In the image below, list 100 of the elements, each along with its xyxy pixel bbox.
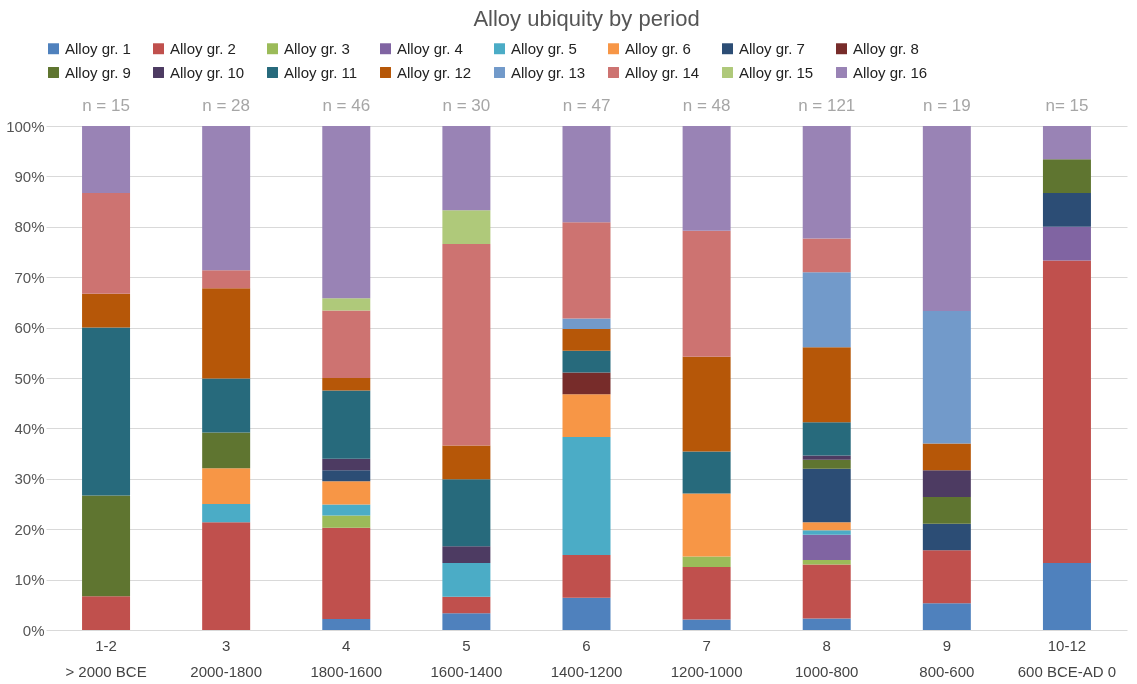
x-tick-label: 8 1000-800 [795,636,859,680]
bar [562,554,611,598]
bar [802,618,851,630]
bar [682,567,731,620]
bar [442,210,491,244]
bar [202,468,251,504]
bar [322,504,371,516]
legend-label: Alloy gr. 16 [853,63,928,81]
y-tick-label: 10% [14,571,45,589]
bar [922,310,971,444]
bar [802,522,851,531]
bar [442,445,491,480]
bar [442,596,491,614]
bar [562,350,611,373]
y-tick-label: 0% [22,621,45,639]
bar [82,126,131,194]
bar [1042,562,1091,630]
bar [322,310,371,378]
bar [802,238,851,273]
bar [322,470,371,482]
bar [322,390,371,459]
bar [202,504,251,523]
bar [922,550,971,604]
bar [682,451,731,494]
bar [922,443,971,471]
bar [562,597,611,630]
bar [442,613,491,630]
legend-label: Alloy gr. 11 [284,63,358,81]
bar [442,479,491,547]
x-tick-label: 1-2 > 2000 BCE [65,636,147,680]
x-tick-label: 4 1800-1600 [310,636,383,680]
annotation: n = 30 [442,96,491,115]
bar [442,126,491,211]
legend-label: Alloy gr. 1 [65,39,131,57]
bar [82,327,131,496]
y-tick-label: 80% [14,218,45,236]
bar [802,347,851,423]
y-tick-label: 100% [6,117,45,135]
bar [322,515,371,528]
bar [82,293,131,328]
legend-label: Alloy gr. 4 [397,39,463,57]
bar [1042,193,1091,227]
annotation: n = 121 [798,96,856,115]
bar [322,527,371,619]
y-tick-label: 50% [14,369,45,387]
bar [562,436,611,555]
bar [922,496,971,524]
annotation: n= 15 [1045,96,1089,115]
chart-title: Alloy ubiquity by period [473,6,700,31]
bar [682,230,731,357]
bar [442,243,491,446]
bar [802,468,851,523]
legend-label: Alloy gr. 14 [625,63,700,81]
annotation: n = 15 [82,96,130,115]
bar [922,523,971,551]
bar [562,222,611,319]
bar [202,378,251,433]
bar [802,564,851,619]
y-tick-label: 20% [14,520,45,538]
legend-label: Alloy gr. 5 [511,39,577,57]
legend-label: Alloy gr. 2 [170,39,236,57]
y-tick-label: 70% [14,268,45,286]
bar [82,596,131,630]
y-tick-label: 60% [14,319,45,337]
annotation: n = 28 [202,96,251,115]
legend-label: Alloy gr. 10 [170,63,245,81]
legend-label: Alloy gr. 6 [625,39,691,57]
x-tick-label: 9 800-600 [919,636,975,680]
bar [802,422,851,456]
bar [442,562,491,597]
bar [562,126,611,223]
bar [442,546,491,563]
bar [802,126,851,239]
legend-label: Alloy gr. 3 [284,39,350,57]
bar [1042,159,1091,194]
bar [562,329,611,351]
y-tick-label: 40% [14,419,45,437]
bar [1042,126,1091,160]
bar [202,432,251,469]
bar [802,272,851,348]
legend-label: Alloy gr. 9 [65,63,131,81]
bar [322,298,371,311]
bar [562,318,611,330]
bar [322,378,371,391]
legend-label: Alloy gr. 12 [397,63,472,81]
bar [82,495,131,597]
bar [202,522,251,630]
bar [802,530,851,535]
bar [682,556,731,567]
bar [202,270,251,289]
bar [802,455,851,460]
bar [82,193,131,294]
bar [922,470,971,497]
bar [562,372,611,395]
legend-label: Alloy gr. 8 [853,39,919,57]
bar [202,126,251,271]
annotation: n = 47 [562,96,611,115]
x-tick-label: 7 1200-1000 [670,636,743,680]
legend-label: Alloy gr. 7 [739,39,805,57]
annotation: n = 48 [682,96,731,115]
